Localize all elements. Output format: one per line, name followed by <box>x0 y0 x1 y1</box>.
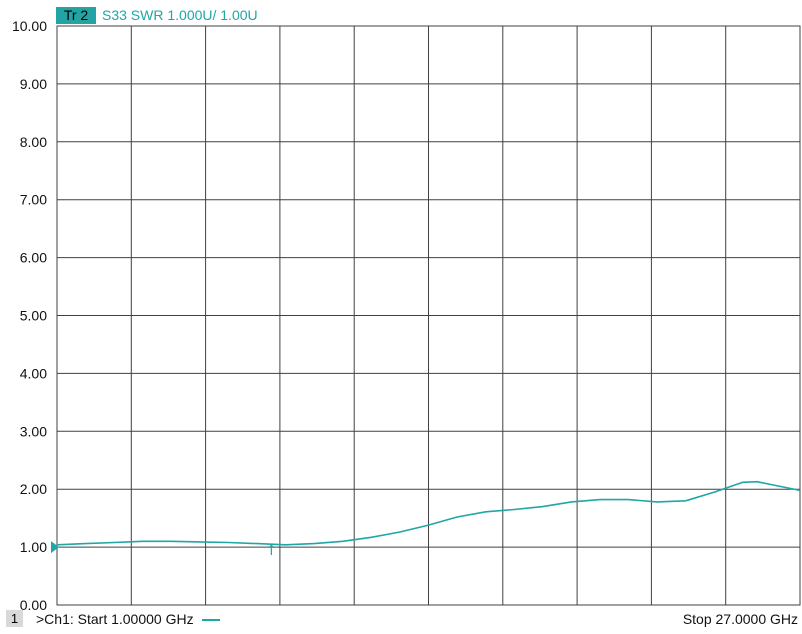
y-tick-label: 9.00 <box>20 76 47 92</box>
y-tick-label: 1.00 <box>20 539 47 555</box>
trace-layer: ↑ <box>51 480 801 559</box>
y-tick-label: 4.00 <box>20 365 47 381</box>
y-tick-label: 8.00 <box>20 134 47 150</box>
y-tick-label: 5.00 <box>20 308 47 324</box>
y-tick-label: 6.00 <box>20 250 47 266</box>
channel-number-box[interactable]: 1 <box>6 610 23 627</box>
trace-header: Tr 2 S33 SWR 1.000U/ 1.00U <box>0 0 802 26</box>
trace-description: S33 SWR 1.000U/ 1.00U <box>102 7 258 23</box>
y-tick-label: 2.00 <box>20 481 47 497</box>
y-tick-label: 0.00 <box>20 597 47 613</box>
y-tick-label: 7.00 <box>20 192 47 208</box>
channel-start-info: >Ch1: Start 1.00000 GHz <box>36 611 220 628</box>
start-frequency-text: >Ch1: Start 1.00000 GHz <box>36 611 194 627</box>
reference-level-marker <box>51 541 59 554</box>
stop-frequency-text: Stop 27.0000 GHz <box>682 611 798 627</box>
y-tick-label: 10.00 <box>12 18 47 34</box>
trace-badge[interactable]: Tr 2 <box>56 7 96 24</box>
y-tick-labels: 0.00 1.00 2.00 3.00 4.00 5.00 6.00 7.00 8.00 9.00… <box>12 18 47 613</box>
trace-marker: ↑ <box>265 543 277 559</box>
y-tick-label: 3.00 <box>20 423 47 439</box>
grid <box>56 25 801 606</box>
swr-trace-line <box>56 480 801 546</box>
trace-color-indicator <box>201 619 220 622</box>
